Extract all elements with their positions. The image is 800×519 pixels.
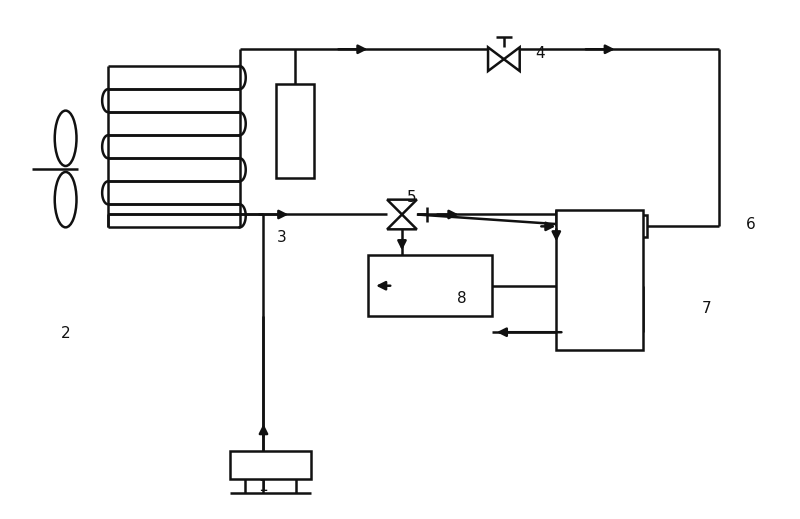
Polygon shape	[504, 47, 520, 71]
Text: 6: 6	[746, 217, 756, 232]
Polygon shape	[387, 214, 417, 229]
Ellipse shape	[54, 172, 77, 227]
Bar	[276, 84, 314, 178]
Bar	[556, 210, 643, 350]
Text: 1: 1	[258, 479, 268, 494]
Text: 7: 7	[702, 301, 711, 316]
Text: 8: 8	[457, 291, 466, 306]
Polygon shape	[488, 47, 504, 71]
Text: 5: 5	[407, 190, 417, 205]
Bar	[590, 215, 647, 237]
Bar	[368, 255, 492, 317]
Polygon shape	[613, 255, 625, 263]
Text: 4: 4	[536, 46, 546, 61]
Polygon shape	[387, 200, 417, 214]
Text: 2: 2	[61, 326, 70, 340]
Text: 3: 3	[277, 230, 286, 245]
Ellipse shape	[54, 111, 77, 166]
Bar	[230, 451, 311, 479]
Polygon shape	[606, 237, 630, 255]
